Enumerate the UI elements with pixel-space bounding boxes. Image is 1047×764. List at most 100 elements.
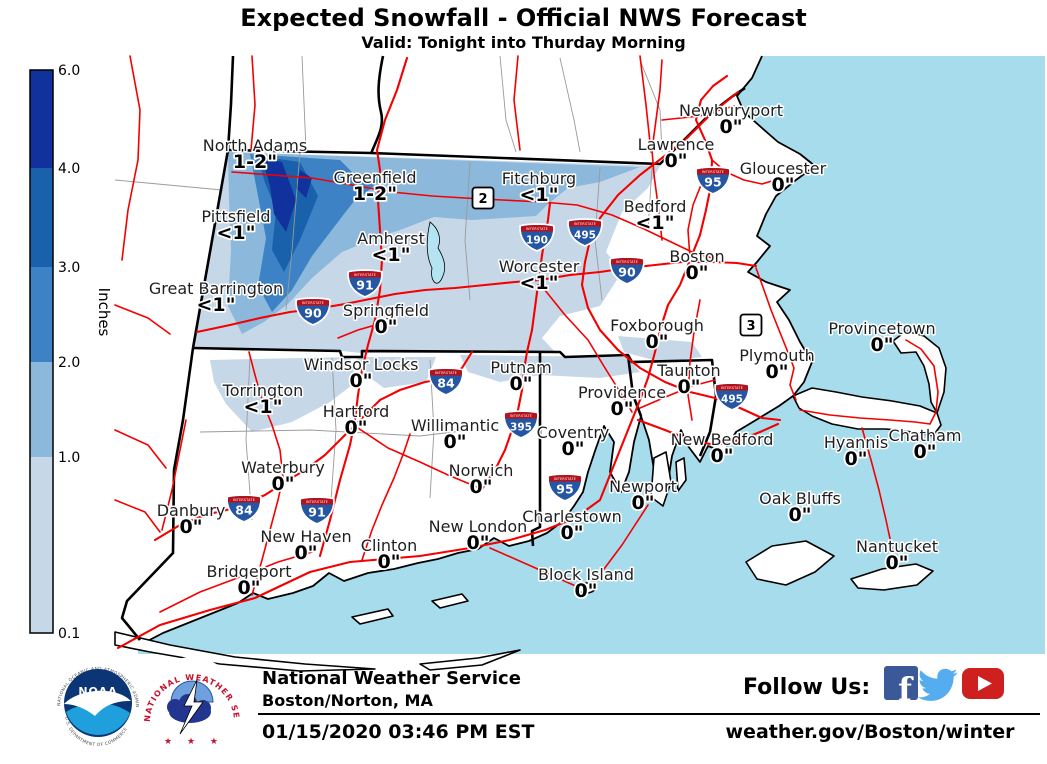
svg-text:INTERSTATE: INTERSTATE bbox=[616, 260, 638, 264]
svg-text:0": 0" bbox=[913, 441, 936, 463]
svg-text:0": 0" bbox=[685, 262, 708, 284]
city-label-fitchburg: Fitchburg<1" bbox=[500, 168, 577, 208]
svg-text:Oak Bluffs: Oak Bluffs bbox=[759, 489, 841, 508]
page-title: Expected Snowfall - Official NWS Forecas… bbox=[240, 4, 807, 32]
svg-text:<1": <1" bbox=[371, 244, 410, 266]
svg-text:INTERSTATE: INTERSTATE bbox=[306, 500, 328, 504]
legend-tick-3.0: 3.0 bbox=[58, 260, 80, 276]
svg-text:<1": <1" bbox=[635, 212, 674, 234]
svg-text:Newburyport: Newburyport bbox=[679, 101, 783, 120]
interstate-shield-190: INTERSTATE 190 bbox=[519, 223, 555, 252]
legend-tick-6.0: 6.0 bbox=[58, 63, 80, 79]
svg-text:0": 0" bbox=[844, 448, 867, 470]
svg-text:Bridgeport: Bridgeport bbox=[207, 562, 292, 581]
svg-text:INTERSTATE: INTERSTATE bbox=[721, 386, 743, 390]
noaa-wordmark: NOAA bbox=[78, 685, 117, 698]
aquidneck-island bbox=[650, 451, 672, 507]
svg-text:0": 0" bbox=[574, 580, 597, 602]
svg-text:2: 2 bbox=[478, 192, 487, 207]
svg-text:0": 0" bbox=[631, 492, 654, 514]
svg-text:Providence: Providence bbox=[578, 383, 666, 402]
svg-text:Plymouth: Plymouth bbox=[739, 346, 815, 365]
svg-text:90: 90 bbox=[618, 265, 636, 280]
legend-segment-3.0-4.0 bbox=[30, 168, 53, 267]
fishers-island bbox=[431, 593, 469, 609]
svg-text:INTERSTATE: INTERSTATE bbox=[302, 301, 324, 305]
svg-text:190: 190 bbox=[526, 235, 548, 247]
islands-and-cape bbox=[114, 330, 947, 672]
facebook-icon: f bbox=[884, 666, 918, 708]
cape-cod bbox=[792, 387, 942, 437]
svg-text:<1": <1" bbox=[519, 272, 558, 294]
plum-island bbox=[351, 608, 394, 625]
legend-unit-label: Inches bbox=[95, 288, 113, 337]
svg-text:0": 0" bbox=[237, 577, 260, 599]
svg-text:NATIONAL OCEANIC AND ATMOSPHER: NATIONAL OCEANIC AND ATMOSPHERIC ADMINIS… bbox=[0, 0, 140, 708]
svg-text:<1": <1" bbox=[216, 222, 255, 244]
footer-office-name: Boston/Norton, MA bbox=[262, 691, 433, 710]
svg-text:Danbury: Danbury bbox=[157, 501, 226, 520]
svg-text:North Adams: North Adams bbox=[203, 136, 307, 155]
city-label-worcester: Worcester<1" bbox=[497, 256, 581, 296]
svg-text:<1": <1" bbox=[196, 294, 235, 316]
svg-text:0": 0" bbox=[349, 370, 372, 392]
svg-text:0": 0" bbox=[374, 316, 397, 338]
svg-text:1-2": 1-2" bbox=[233, 151, 277, 173]
svg-text:0": 0" bbox=[788, 504, 811, 526]
svg-text:Putnam: Putnam bbox=[490, 358, 551, 377]
svg-text:Taunton: Taunton bbox=[656, 361, 720, 380]
city-label-great-barrington: Great Barrington<1" bbox=[147, 278, 284, 318]
svg-text:Amherst: Amherst bbox=[357, 229, 425, 248]
svg-text:Charlestown: Charlestown bbox=[522, 507, 622, 526]
svg-text:495: 495 bbox=[721, 394, 743, 406]
interstate-shield-495: INTERSTATE 495 bbox=[567, 218, 603, 247]
svg-text:INTERSTATE: INTERSTATE bbox=[574, 222, 596, 226]
svg-text:0": 0" bbox=[561, 438, 584, 460]
svg-text:0": 0" bbox=[870, 334, 893, 356]
bay-island bbox=[675, 457, 687, 492]
twitter-icon bbox=[918, 668, 958, 701]
nantucket-island bbox=[850, 563, 934, 591]
valid-time-subtitle: Valid: Tonight into Thurday Morning bbox=[361, 33, 686, 52]
svg-text:0": 0" bbox=[765, 361, 788, 383]
svg-text:Newport: Newport bbox=[609, 477, 677, 496]
svg-text:INTERSTATE: INTERSTATE bbox=[233, 498, 255, 502]
legend-segment-0.1-1.0 bbox=[30, 457, 53, 633]
footer-timestamp: 01/15/2020 03:46 PM EST bbox=[262, 721, 535, 743]
legend-segment-2.0-3.0 bbox=[30, 267, 53, 362]
svg-text:INTERSTATE: INTERSTATE bbox=[510, 414, 532, 418]
svg-text:<1": <1" bbox=[243, 396, 282, 418]
svg-text:INTERSTATE: INTERSTATE bbox=[526, 227, 548, 231]
quabbin-reservoir bbox=[426, 221, 446, 284]
city-label-amherst: Amherst<1" bbox=[356, 228, 427, 268]
svg-text:Lawrence: Lawrence bbox=[638, 135, 715, 154]
svg-text:Fitchburg: Fitchburg bbox=[502, 169, 576, 188]
svg-text:0": 0" bbox=[710, 445, 733, 467]
svg-text:Gloucester: Gloucester bbox=[740, 159, 827, 178]
svg-text:0": 0" bbox=[294, 542, 317, 564]
svg-text:Willimantic: Willimantic bbox=[411, 416, 499, 435]
svg-text:Nantucket: Nantucket bbox=[856, 537, 938, 556]
legend-colorbar: 6.0 4.0 3.0 2.0 1.0 0.1 bbox=[29, 63, 80, 642]
long-island-shore bbox=[114, 631, 376, 672]
